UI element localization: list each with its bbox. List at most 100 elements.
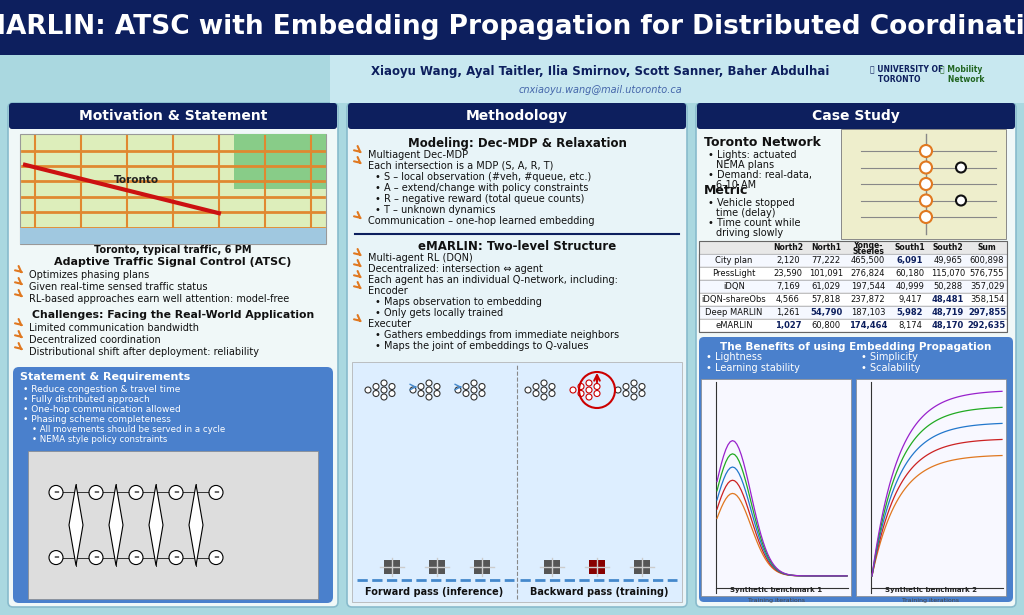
Text: Xiaoyu Wang, Ayal Taitler, Ilia Smirnov, Scott Sanner, Baher Abdulhai: Xiaoyu Wang, Ayal Taitler, Ilia Smirnov,…	[371, 65, 829, 78]
Text: =: =	[53, 555, 59, 560]
Text: • Gathers embeddings from immediate neighbors: • Gathers embeddings from immediate neig…	[375, 330, 620, 340]
Text: 237,872: 237,872	[851, 295, 886, 304]
Circle shape	[389, 391, 395, 397]
Text: • T – unknown dynamics: • T – unknown dynamics	[375, 205, 496, 215]
Text: 292,635: 292,635	[968, 321, 1007, 330]
Text: Toronto Network: Toronto Network	[705, 137, 821, 149]
Text: =: =	[213, 490, 219, 496]
Text: 4,566: 4,566	[776, 295, 800, 304]
Circle shape	[129, 550, 143, 565]
Text: =: =	[93, 555, 99, 560]
Text: • Phasing scheme completeness: • Phasing scheme completeness	[23, 415, 171, 424]
Text: iDQN-shareObs: iDQN-shareObs	[701, 295, 766, 304]
Text: • Lightness: • Lightness	[706, 352, 762, 362]
Circle shape	[586, 394, 592, 400]
FancyBboxPatch shape	[13, 367, 333, 603]
Text: Distributional shift after deployment: reliability: Distributional shift after deployment: r…	[29, 347, 259, 357]
Circle shape	[920, 194, 932, 207]
Text: Synthetic benchmark 2: Synthetic benchmark 2	[885, 587, 977, 593]
Text: 101,091: 101,091	[809, 269, 843, 278]
Text: 600,898: 600,898	[970, 256, 1005, 265]
Text: • Lights: actuated: • Lights: actuated	[708, 150, 797, 160]
Text: Decentralized: intersection ⇔ agent: Decentralized: intersection ⇔ agent	[368, 264, 543, 274]
Circle shape	[426, 380, 432, 386]
Text: • Scalability: • Scalability	[861, 363, 921, 373]
Text: Decentralized coordination: Decentralized coordination	[29, 335, 161, 345]
FancyBboxPatch shape	[836, 55, 1024, 103]
Text: Executer: Executer	[368, 319, 411, 329]
FancyBboxPatch shape	[699, 241, 1007, 254]
Circle shape	[365, 387, 371, 393]
Text: Yonge-: Yonge-	[853, 241, 883, 250]
Circle shape	[463, 391, 469, 397]
Text: Encoder: Encoder	[368, 286, 408, 296]
Text: • S – local observation (#veh, #queue, etc.): • S – local observation (#veh, #queue, e…	[375, 172, 591, 182]
Text: • Time count while: • Time count while	[708, 218, 801, 228]
Text: NEMA plans: NEMA plans	[716, 160, 774, 170]
FancyBboxPatch shape	[20, 228, 326, 244]
Text: 🏛 UNIVERSITY OF
   TORONTO: 🏛 UNIVERSITY OF TORONTO	[870, 65, 943, 84]
Circle shape	[594, 391, 600, 397]
Circle shape	[586, 380, 592, 386]
Text: 9,417: 9,417	[898, 295, 922, 304]
FancyBboxPatch shape	[330, 55, 1024, 103]
Text: 60,800: 60,800	[811, 321, 841, 330]
Text: eMARLIN: ATSC with Embedding Propagation for Distributed Coordination: eMARLIN: ATSC with Embedding Propagation…	[0, 15, 1024, 41]
Text: 61,029: 61,029	[811, 282, 841, 291]
FancyBboxPatch shape	[699, 293, 1007, 306]
FancyBboxPatch shape	[699, 254, 1007, 267]
Circle shape	[631, 380, 637, 386]
Text: Metric: Metric	[705, 184, 749, 197]
Circle shape	[471, 387, 477, 393]
Circle shape	[578, 391, 584, 397]
Text: driving slowly: driving slowly	[716, 228, 783, 238]
Text: 1,261: 1,261	[776, 308, 800, 317]
Text: • Simplicity: • Simplicity	[861, 352, 918, 362]
FancyBboxPatch shape	[9, 103, 337, 129]
Text: • Maps observation to embedding: • Maps observation to embedding	[375, 297, 542, 307]
Text: Challenges: Facing the Real-World Application: Challenges: Facing the Real-World Applic…	[32, 310, 314, 320]
Text: Training iterations: Training iterations	[748, 598, 805, 603]
Text: Methodology: Methodology	[466, 109, 568, 123]
Text: 357,029: 357,029	[970, 282, 1005, 291]
Text: Communication – one-hop learned embedding: Communication – one-hop learned embeddin…	[368, 216, 595, 226]
Text: 187,103: 187,103	[851, 308, 886, 317]
Text: 🛣 Mobility
   Network: 🛣 Mobility Network	[940, 65, 984, 84]
Text: City plan: City plan	[716, 256, 753, 265]
FancyBboxPatch shape	[856, 379, 1006, 596]
Text: Backward pass (training): Backward pass (training)	[530, 587, 669, 597]
Text: Training iterations: Training iterations	[902, 598, 959, 603]
FancyBboxPatch shape	[699, 319, 1007, 332]
Text: 174,464: 174,464	[849, 321, 887, 330]
Text: • A – extend/change with policy constraints: • A – extend/change with policy constrai…	[375, 183, 589, 193]
Text: • Only gets locally trained: • Only gets locally trained	[375, 308, 503, 318]
Text: • Reduce congestion & travel time: • Reduce congestion & travel time	[23, 384, 180, 394]
Text: Modeling: Dec-MDP & Relaxation: Modeling: Dec-MDP & Relaxation	[408, 137, 627, 149]
Text: 5,982: 5,982	[897, 308, 924, 317]
Circle shape	[920, 162, 932, 173]
FancyBboxPatch shape	[0, 0, 1024, 55]
Text: 48,481: 48,481	[932, 295, 965, 304]
Text: • Demand: real-data,: • Demand: real-data,	[708, 170, 812, 180]
Circle shape	[549, 391, 555, 397]
Text: 8,174: 8,174	[898, 321, 922, 330]
FancyBboxPatch shape	[544, 560, 560, 574]
Text: North1: North1	[811, 243, 841, 252]
Text: 276,824: 276,824	[851, 269, 886, 278]
FancyBboxPatch shape	[348, 103, 686, 129]
Circle shape	[471, 380, 477, 386]
Circle shape	[570, 387, 575, 393]
FancyBboxPatch shape	[234, 134, 326, 189]
Circle shape	[615, 387, 621, 393]
Text: Multiagent Dec-MDP: Multiagent Dec-MDP	[368, 150, 468, 160]
Text: Each agent has an individual Q-network, including:: Each agent has an individual Q-network, …	[368, 275, 617, 285]
Text: Given real-time sensed traffic status: Given real-time sensed traffic status	[29, 282, 208, 292]
Text: 50,288: 50,288	[934, 282, 963, 291]
Text: Case Study: Case Study	[812, 109, 900, 123]
FancyBboxPatch shape	[347, 103, 687, 607]
Circle shape	[373, 384, 379, 389]
Text: 2,120: 2,120	[776, 256, 800, 265]
Circle shape	[49, 550, 63, 565]
Text: 6-10 AM: 6-10 AM	[716, 180, 756, 190]
Text: Toronto, typical traffic, 6 PM: Toronto, typical traffic, 6 PM	[94, 245, 252, 255]
